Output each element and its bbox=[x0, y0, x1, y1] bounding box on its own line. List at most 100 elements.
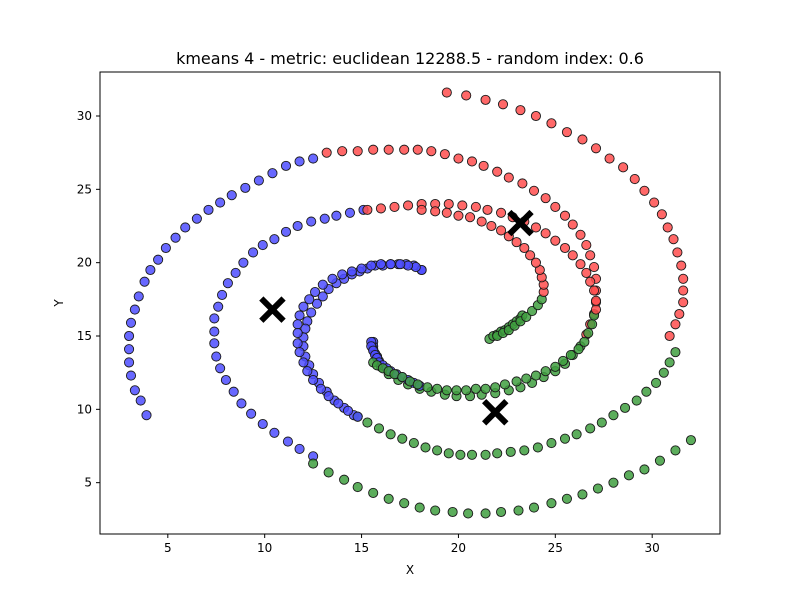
data-point bbox=[465, 212, 476, 223]
data-point bbox=[443, 448, 454, 459]
data-point bbox=[408, 438, 419, 449]
data-point bbox=[664, 357, 675, 368]
data-point bbox=[327, 273, 338, 284]
data-point bbox=[209, 338, 220, 349]
data-point bbox=[604, 153, 615, 164]
data-point bbox=[530, 222, 541, 233]
data-point bbox=[573, 344, 584, 355]
data-point bbox=[139, 276, 150, 287]
data-point bbox=[466, 449, 478, 460]
data-point bbox=[639, 464, 650, 475]
y-tick-label: 5 bbox=[84, 476, 92, 490]
data-point bbox=[463, 508, 474, 519]
data-point bbox=[453, 153, 464, 164]
data-point bbox=[383, 144, 394, 155]
data-point bbox=[228, 386, 239, 397]
data-point bbox=[238, 257, 249, 268]
data-point bbox=[453, 210, 464, 221]
data-point bbox=[540, 228, 551, 239]
data-point bbox=[575, 259, 586, 270]
data-point bbox=[455, 449, 466, 460]
data-point bbox=[215, 197, 226, 208]
data-point bbox=[352, 411, 363, 422]
data-point bbox=[585, 276, 596, 287]
data-point bbox=[571, 429, 582, 440]
data-point bbox=[135, 395, 146, 406]
data-point bbox=[676, 260, 687, 271]
data-point bbox=[215, 363, 226, 374]
data-point bbox=[389, 201, 400, 212]
data-point bbox=[515, 105, 526, 116]
data-point bbox=[486, 220, 497, 232]
data-point bbox=[546, 498, 557, 509]
data-point bbox=[191, 213, 202, 224]
data-point bbox=[308, 153, 319, 164]
data-point bbox=[240, 182, 251, 193]
data-point bbox=[180, 222, 191, 233]
data-point bbox=[565, 350, 576, 361]
data-point bbox=[496, 225, 507, 236]
data-point bbox=[629, 174, 640, 185]
data-point bbox=[294, 310, 305, 321]
data-point bbox=[294, 156, 305, 167]
data-point bbox=[585, 250, 596, 261]
data-point bbox=[269, 234, 280, 245]
data-point bbox=[352, 482, 363, 493]
data-point bbox=[589, 262, 600, 273]
data-point bbox=[590, 295, 602, 306]
data-point bbox=[385, 429, 396, 440]
data-point bbox=[337, 146, 348, 157]
data-point bbox=[253, 175, 264, 186]
data-point bbox=[447, 506, 458, 518]
y-axis-label: Y bbox=[52, 299, 66, 308]
data-point bbox=[211, 351, 222, 362]
data-point bbox=[540, 366, 551, 377]
data-point bbox=[280, 160, 292, 171]
data-point bbox=[480, 383, 491, 394]
data-point bbox=[203, 204, 214, 215]
data-point bbox=[213, 301, 224, 312]
data-point bbox=[476, 216, 487, 227]
data-point bbox=[583, 328, 594, 339]
data-point bbox=[441, 207, 452, 218]
data-point bbox=[267, 168, 278, 179]
data-point bbox=[306, 307, 317, 318]
chart-title: kmeans 4 - metric: euclidean 12288.5 - r… bbox=[176, 49, 644, 68]
data-point bbox=[308, 374, 319, 386]
data-point bbox=[631, 395, 642, 406]
data-point bbox=[217, 289, 228, 300]
data-point bbox=[528, 502, 540, 513]
y-tick-label: 10 bbox=[77, 402, 92, 416]
data-point bbox=[412, 379, 423, 390]
data-point bbox=[319, 213, 330, 224]
x-tick-label: 5 bbox=[164, 541, 172, 555]
data-point bbox=[567, 219, 578, 230]
data-point bbox=[581, 240, 592, 251]
x-tick-label: 25 bbox=[548, 541, 563, 555]
y-tick-label: 15 bbox=[77, 329, 92, 343]
data-point bbox=[209, 313, 220, 324]
data-point bbox=[608, 410, 619, 421]
data-point bbox=[461, 385, 472, 396]
data-point bbox=[257, 240, 268, 251]
data-point bbox=[528, 185, 540, 196]
data-point bbox=[559, 210, 571, 221]
data-point bbox=[511, 376, 522, 387]
data-point bbox=[226, 190, 237, 201]
data-point bbox=[362, 417, 373, 428]
data-point bbox=[430, 505, 441, 516]
data-point bbox=[664, 330, 675, 342]
data-point bbox=[125, 370, 137, 381]
data-point bbox=[124, 344, 135, 355]
data-point bbox=[519, 445, 530, 456]
data-point bbox=[618, 162, 629, 173]
data-point bbox=[385, 259, 396, 270]
data-point bbox=[670, 445, 681, 456]
data-point bbox=[129, 304, 140, 315]
data-point bbox=[575, 229, 586, 240]
data-point bbox=[478, 160, 489, 171]
data-point bbox=[282, 436, 293, 447]
data-point bbox=[311, 298, 323, 309]
data-point bbox=[587, 319, 598, 330]
data-point bbox=[577, 134, 588, 145]
